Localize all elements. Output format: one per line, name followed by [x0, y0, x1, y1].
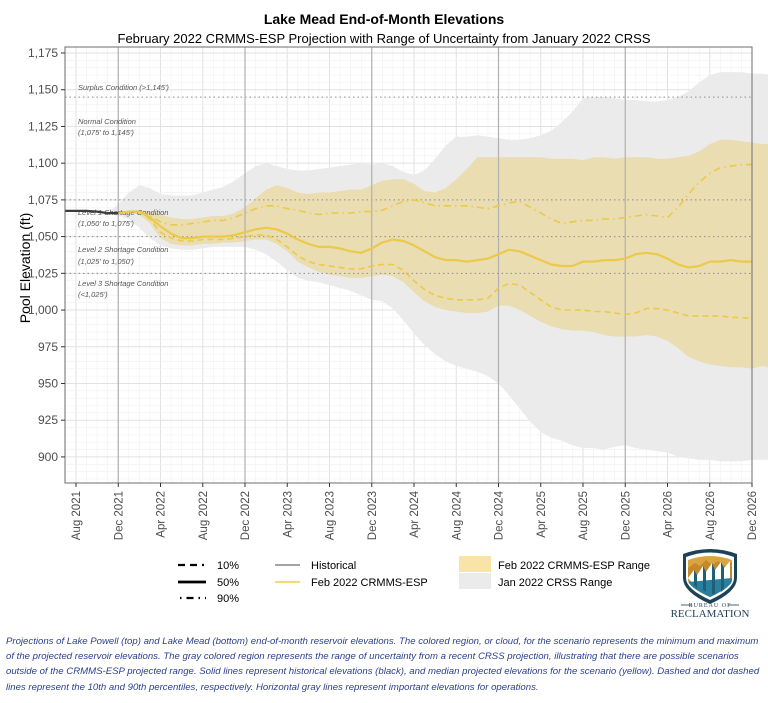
logo-line2: RECLAMATION	[671, 608, 750, 620]
legend-label: 50%	[217, 577, 239, 589]
x-tick-label: Apr 2025	[536, 491, 548, 538]
condition-label: Level 3 Shortage Condition	[78, 279, 168, 288]
x-tick-label: Dec 2024	[494, 490, 506, 540]
x-tick-label: Apr 2024	[409, 490, 421, 537]
x-tick-label: Dec 2026	[747, 491, 759, 540]
reference-lines	[65, 96, 752, 274]
legend-percentile-50: 50%	[178, 577, 239, 589]
condition-range-label: (1,025' to 1,050')	[78, 257, 134, 266]
chart-subtitle: February 2022 CRMMS-ESP Projection with …	[118, 31, 651, 46]
x-tick-label: Apr 2023	[282, 491, 294, 538]
x-tick-label: Aug 2021	[71, 491, 83, 540]
legend-crss-range: Jan 2022 CRSS Range	[459, 573, 612, 589]
condition-range-label: (1,050' to 1,075')	[78, 219, 134, 228]
y-tick-label: 1,175	[28, 46, 58, 60]
y-tick-label: 1,025	[28, 266, 58, 280]
historical-line	[65, 209, 119, 215]
chart: Lake Mead End-of-Month Elevations Februa…	[17, 11, 768, 620]
legend-label: 10%	[217, 560, 239, 572]
x-tick-label: Aug 2023	[325, 491, 337, 540]
condition-label: Normal Condition	[78, 117, 136, 126]
legend-label: Feb 2022 CRMMS-ESP Range	[498, 560, 650, 572]
legend-percentile-90: 90%	[180, 593, 239, 605]
chart-title: Lake Mead End-of-Month Elevations	[264, 11, 505, 27]
y-tick-label: 900	[38, 450, 58, 464]
legend: 10% 50% 90% Historical Feb 2022 CRMMS-ES…	[178, 556, 650, 605]
plot-border	[64, 46, 753, 484]
legend-label: Feb 2022 CRMMS-ESP	[311, 577, 428, 589]
year-lines	[117, 47, 626, 483]
y-tick-label: 1,000	[28, 303, 58, 317]
condition-label: Level 2 Shortage Condition	[78, 245, 168, 254]
x-tick-label: Aug 2025	[578, 491, 590, 540]
x-tick-label: Aug 2026	[705, 491, 717, 540]
axes	[64, 46, 753, 484]
y-axis-ticks: 900 925 950 975 1,000 1,025 1,050 1,075 1,100 1,1…	[28, 46, 65, 464]
logo-line1: BUREAU OF	[689, 603, 732, 609]
y-tick-label: 1,050	[28, 230, 58, 244]
series-lines	[65, 163, 753, 320]
y-tick-label: 950	[38, 376, 58, 390]
y-tick-label: 1,150	[28, 83, 58, 97]
y-tick-label: 1,100	[28, 156, 58, 170]
condition-label: Surplus Condition (>1,145')	[78, 83, 169, 92]
x-tick-label: Aug 2024	[451, 490, 463, 540]
x-tick-label: Aug 2022	[198, 491, 210, 540]
reclamation-logo: BUREAU OF RECLAMATION	[671, 549, 750, 620]
legend-label: 90%	[217, 593, 239, 605]
y-tick-label: 1,125	[28, 119, 58, 133]
y-axis-label: Pool Elevation (ft)	[17, 213, 33, 324]
condition-range-label: (1,075' to 1,145')	[78, 128, 134, 137]
x-tick-label: Dec 2021	[113, 491, 125, 540]
x-axis-ticks: Aug 2021 Dec 2021 Apr 2022 Aug 2022 Dec 2022…	[71, 483, 759, 540]
series-line-10pct	[118, 210, 753, 320]
legend-esp-range: Feb 2022 CRMMS-ESP Range	[459, 556, 650, 572]
x-tick-label: Dec 2022	[240, 491, 252, 540]
series-line-50pct	[118, 210, 752, 269]
x-tick-label: Apr 2026	[663, 491, 675, 538]
legend-esp-range-swatch	[459, 556, 491, 572]
y-tick-label: 925	[38, 413, 58, 427]
y-tick-label: 1,075	[28, 193, 58, 207]
y-tick-label: 975	[38, 340, 58, 354]
legend-label: Historical	[311, 560, 356, 572]
legend-crss-range-swatch	[459, 573, 491, 589]
x-tick-label: Dec 2023	[367, 491, 379, 540]
legend-esp-line: Feb 2022 CRMMS-ESP	[275, 577, 428, 589]
legend-label: Jan 2022 CRSS Range	[498, 577, 612, 589]
figure-caption: Projections of Lake Powell (top) and Lak…	[6, 636, 760, 693]
shield-icon	[683, 549, 737, 604]
x-tick-label: Dec 2025	[620, 491, 632, 540]
condition-range-label: (<1,025')	[78, 290, 108, 299]
legend-historical: Historical	[275, 560, 356, 572]
x-tick-label: Apr 2022	[156, 491, 168, 538]
legend-percentile-10: 10%	[178, 560, 239, 572]
series-line-90pct	[118, 163, 752, 226]
